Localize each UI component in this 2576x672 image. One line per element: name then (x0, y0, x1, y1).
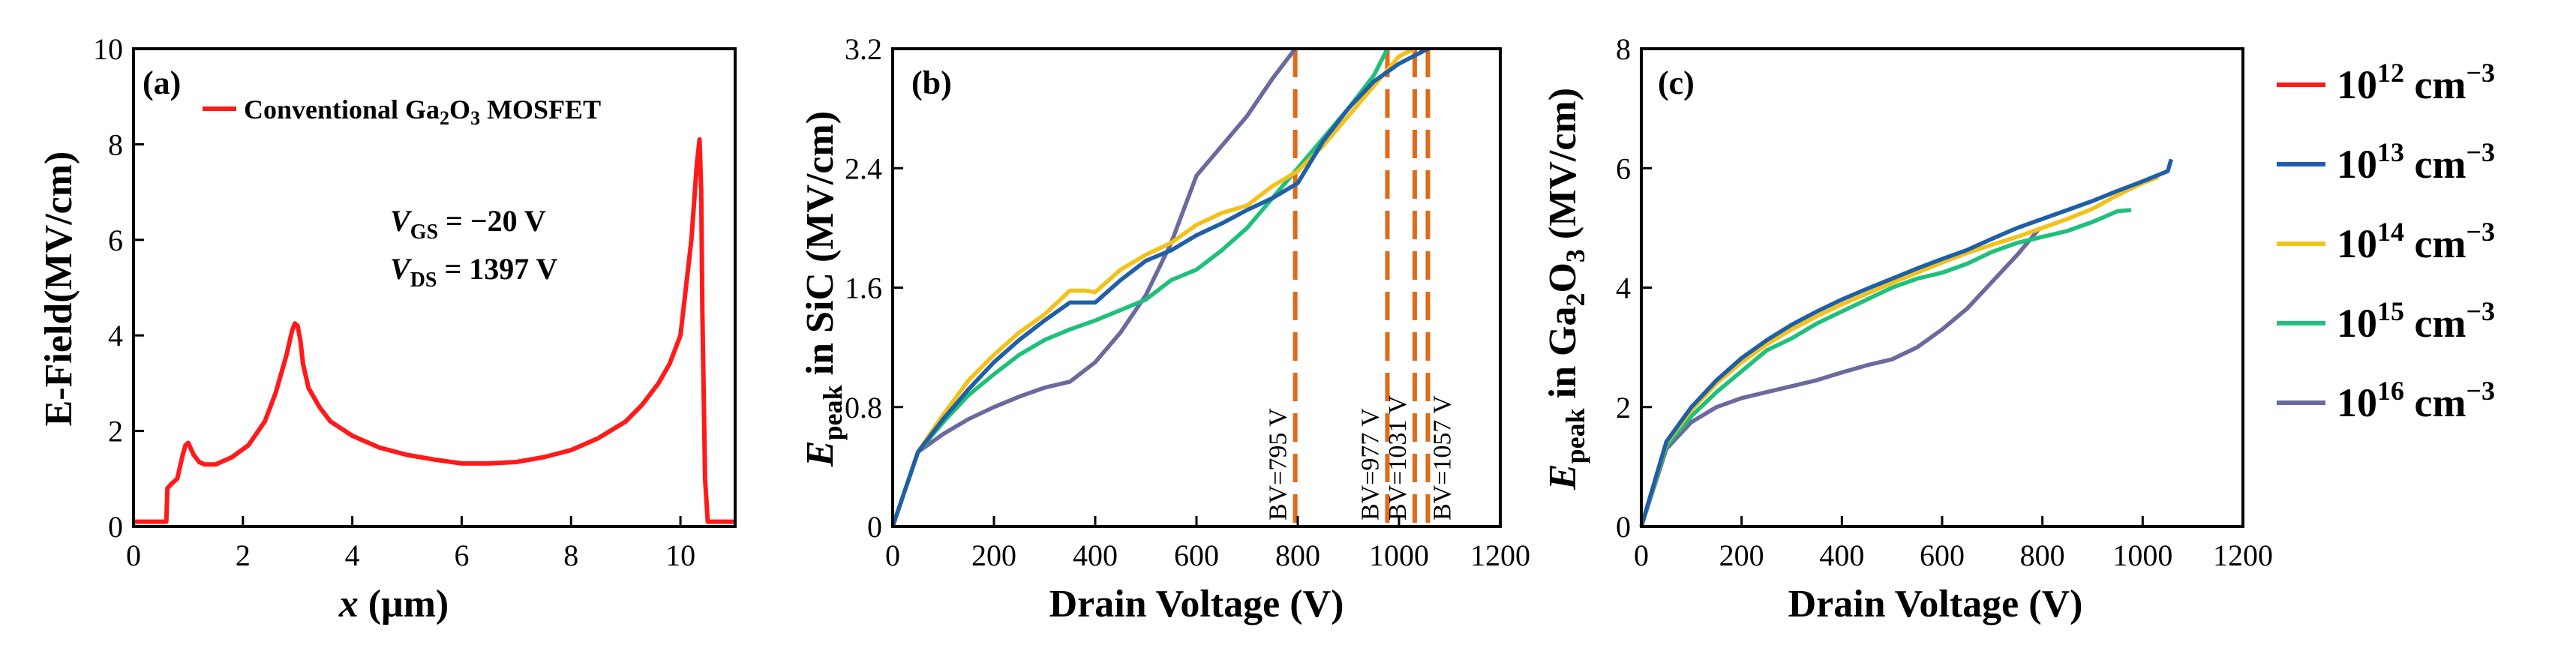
panel-a-ytick-label-4: 4 (108, 319, 123, 352)
panel-b-series-1014 (890, 46, 1416, 527)
panel-b-xtick-label-0: 0 (885, 538, 900, 572)
panel-c: 0 200 400 600 800 1000 1200 0 2 4 6 8 (c) Epeak in … (1542, 32, 2273, 626)
panel-c-ytick-label-0: 0 (1616, 510, 1631, 544)
panel-b-ytick-label-2.4: 2.4 (845, 152, 882, 185)
panel-c-series-1016 (1639, 226, 2042, 527)
panel-c-ytick-label-4: 4 (1616, 272, 1631, 305)
panel-c-series-1013 (1639, 158, 2174, 527)
panel-a-plot-area: 0 2 4 6 8 10 0 2 4 6 8 10 (93, 32, 737, 572)
panel-b-series-1015 (890, 47, 1389, 527)
panel-c-axes-frame (1640, 47, 2244, 528)
panel-c-xtick-label-0: 0 (1634, 538, 1649, 572)
panel-b-xtick-label-1200: 1200 (1470, 538, 1530, 572)
legend-label-15: 1015 cm−3 (2337, 296, 2495, 346)
panel-b-label: (b) (911, 64, 952, 101)
panel-a-ytick-label-10: 10 (93, 32, 123, 66)
panel-a-vds-annotation: VDS = 1397 V (390, 252, 558, 292)
panel-c-xtick-label-1200: 1200 (2213, 538, 2273, 572)
panel-b-xtick-label-1000: 1000 (1369, 538, 1429, 572)
panel-b-ytick-label-1.6: 1.6 (845, 272, 882, 305)
panel-c-xtick-label-600: 600 (1920, 538, 1965, 572)
panel-a-xtick-label-6: 6 (454, 538, 469, 572)
legend-label-12: 1012 cm−3 (2337, 58, 2495, 107)
panel-a-label: (a) (143, 64, 181, 101)
panel-a-ylabel: E-Field(MV/cm) (38, 152, 80, 427)
panel-c-xtick-label-200: 200 (1719, 538, 1764, 572)
panel-c-series-1014 (1639, 175, 2160, 527)
panel-a-ytick-label-2: 2 (108, 415, 123, 448)
panel-b: BV=795 V BV=977 V BV=1031 V BV=1057 V 0 200 40… (799, 32, 1530, 626)
legend: 1012 cm−3 1013 cm−3 1014 cm−3 1015 cm−3 1016… (2277, 58, 2495, 425)
panel-a-xtick-label-10: 10 (665, 538, 695, 572)
panel-a-axes-frame (132, 47, 737, 528)
panel-a-ytick-label-8: 8 (108, 128, 123, 161)
panel-c-ytick-label-2: 2 (1616, 391, 1631, 424)
panel-b-ylabel: Epeak in SiC (MV/cm) (799, 111, 848, 467)
panel-a-xlabel: x (μm) (338, 583, 449, 626)
legend-label-14: 1014 cm−3 (2337, 217, 2495, 266)
panel-b-bv-label-1031: BV=1031 V (1384, 395, 1412, 520)
panel-c-xtick-label-400: 400 (1819, 538, 1864, 572)
panel-c-ytick-label-6: 6 (1616, 152, 1631, 185)
panel-b-plot-area: BV=795 V BV=977 V BV=1031 V BV=1057 V 0 200 40… (845, 32, 1530, 572)
panel-c-ytick-label-8: 8 (1616, 32, 1631, 66)
panel-b-xtick-label-200: 200 (971, 538, 1016, 572)
panel-a-vgs-annotation: VGS = −20 V (390, 204, 546, 244)
panel-c-ylabel: Epeak in Ga2O3 (MV/cm) (1542, 88, 1590, 490)
panel-a-xtick-label-2: 2 (236, 538, 251, 572)
panel-c-xtick-label-1000: 1000 (2112, 538, 2172, 572)
panel-c-plot-area: 0 200 400 600 800 1000 1200 0 2 4 6 8 (1616, 32, 2273, 572)
legend-label-13: 1013 cm−3 (2337, 137, 2495, 187)
panel-b-xtick-label-600: 600 (1174, 538, 1219, 572)
panel-a-xtick-label-0: 0 (126, 538, 141, 572)
panel-b-bv-label-795: BV=795 V (1265, 408, 1293, 520)
panel-b-series-1013 (890, 46, 1429, 527)
panel-b-series-1016 (890, 47, 1297, 527)
panel-b-ytick-label-0: 0 (867, 510, 882, 544)
panel-b-bv-label-1057: BV=1057 V (1428, 395, 1456, 520)
panel-b-xtick-label-400: 400 (1073, 538, 1118, 572)
panel-a-xtick-label-8: 8 (563, 538, 578, 572)
panel-a-xtick-label-4: 4 (345, 538, 360, 572)
panel-b-ytick-label-3.2: 3.2 (845, 32, 882, 66)
panel-c-xlabel: Drain Voltage (V) (1788, 583, 2083, 626)
panel-a-ytick-label-0: 0 (108, 510, 123, 544)
panel-b-ytick-label-0.8: 0.8 (845, 391, 882, 424)
panel-c-label: (c) (1658, 64, 1695, 101)
legend-label-16: 1016 cm−3 (2337, 376, 2495, 425)
panel-c-series-1015 (1639, 208, 2132, 527)
panel-b-xtick-label-800: 800 (1275, 538, 1320, 572)
panel-b-xlabel: Drain Voltage (V) (1049, 583, 1344, 626)
panel-a-legend-text: Conventional Ga2O3 MOSFET (244, 94, 601, 129)
panel-c-xtick-label-800: 800 (2020, 538, 2065, 572)
panel-b-bv-label-977: BV=977 V (1356, 408, 1384, 520)
panel-a-ytick-label-6: 6 (108, 224, 123, 257)
panel-a-series-Conventional Ga2O3 MOSFET (134, 137, 735, 524)
panel-a: 0 2 4 6 8 10 0 2 4 6 8 10 (a) Conventional Ga2O3 MO… (38, 32, 737, 626)
